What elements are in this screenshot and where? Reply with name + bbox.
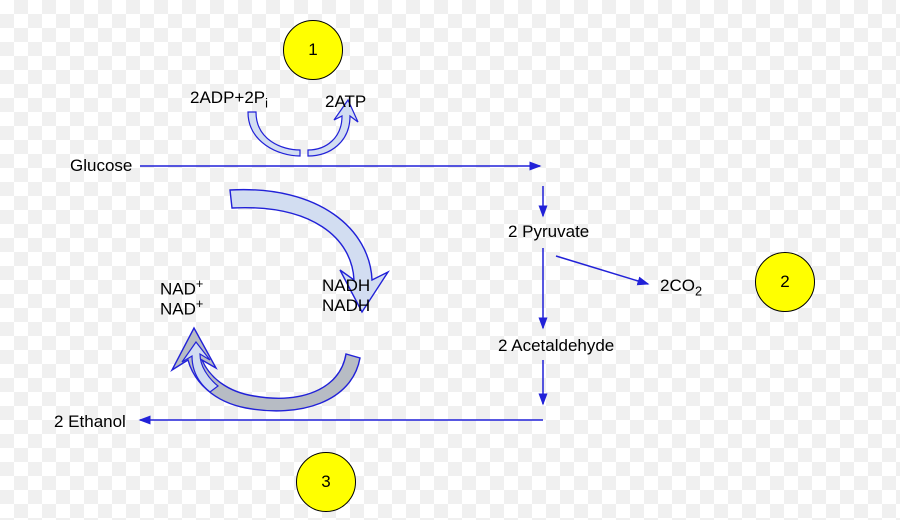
label-atp: 2ATP	[325, 92, 366, 112]
label-co2: 2CO2	[660, 276, 702, 298]
step-label: 3	[321, 472, 330, 492]
label-pyruvate: 2 Pyruvate	[508, 222, 589, 242]
step-circle-2: 2	[755, 252, 815, 312]
atp-arrow-left	[248, 112, 300, 156]
diagram-canvas: 1 2 3 2ADP+2Pi 2ATP Glucose 2 Pyruvate 2…	[0, 0, 900, 520]
label-ethanol: 2 Ethanol	[54, 412, 126, 432]
label-nad-2: NAD+	[160, 296, 203, 320]
label-nadh-1: NADH	[322, 276, 370, 296]
step-circle-1: 1	[283, 20, 343, 80]
step-label: 2	[780, 272, 789, 292]
arrow-pyruvate-to-co2	[556, 256, 648, 284]
label-acetaldehyde: 2 Acetaldehyde	[498, 336, 614, 356]
label-nadh-2: NADH	[322, 296, 370, 316]
step-circle-3: 3	[296, 452, 356, 512]
label-adp: 2ADP+2Pi	[190, 88, 268, 110]
step-label: 1	[308, 40, 317, 60]
label-glucose: Glucose	[70, 156, 132, 176]
